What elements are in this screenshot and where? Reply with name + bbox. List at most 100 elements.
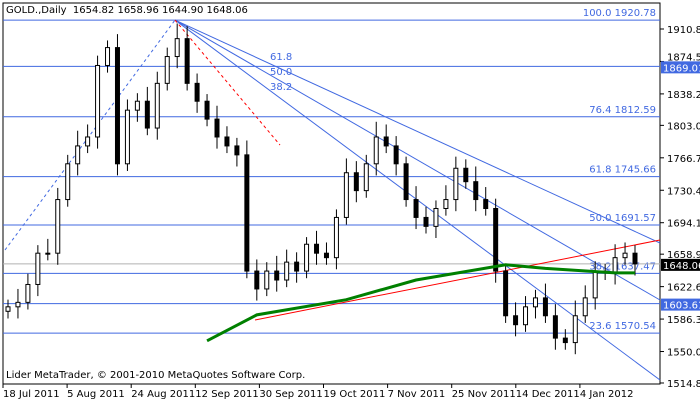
level-price-label: 1869.01: [663, 63, 700, 74]
candle-body: [632, 252, 638, 265]
candle-body: [493, 207, 499, 272]
current-price-badge: [661, 258, 700, 271]
candle-body: [25, 283, 31, 303]
y-tick-label: 1586.30: [667, 315, 700, 326]
candle-body: [254, 270, 260, 290]
candle-body: [542, 297, 548, 317]
candle-body: [15, 301, 21, 308]
chart-title: GOLD.,Daily 1654.82 1658.96 1644.90 1648…: [6, 5, 248, 16]
candle-body: [75, 145, 81, 165]
y-tick-label: 1838.20: [667, 90, 700, 101]
fan-label: 50.0: [270, 67, 292, 78]
x-tick-label: 18 Jul 2011: [3, 389, 60, 400]
x-tick-label: 12 Sep 2011: [195, 389, 258, 400]
fan-line: [174, 19, 661, 244]
candle-body: [343, 172, 349, 218]
candle-body: [423, 216, 429, 227]
candle-body: [144, 100, 150, 129]
x-tick-label: 14 Dec 2011: [516, 389, 580, 400]
fib-level-label: 61.8 1745.66: [589, 165, 656, 176]
candle-body: [234, 145, 240, 156]
candle-body: [552, 315, 558, 339]
y-tick-label: 1550.00: [667, 348, 700, 359]
candle-body: [453, 167, 459, 201]
candle-body: [214, 118, 220, 138]
candle-body: [294, 261, 300, 272]
candle-body: [333, 216, 339, 259]
x-tick-label: 4 Jan 2012: [580, 389, 634, 400]
candle-body: [55, 199, 61, 254]
y-tick-label: 1694.10: [667, 219, 700, 230]
candle-body: [5, 306, 11, 312]
candle-body: [612, 257, 618, 274]
candle-body: [45, 252, 51, 255]
fib-level-label: 76.4 1812.59: [589, 105, 656, 116]
candle-body: [433, 207, 439, 227]
candle-body: [592, 270, 598, 299]
moving-average-line: [206, 263, 635, 343]
level-price-label: 1603.61: [663, 301, 700, 312]
level-price-badge: [661, 61, 700, 74]
candle-body: [134, 100, 140, 111]
candle-body: [164, 56, 170, 84]
red-trend-line: [254, 239, 661, 321]
candle-body: [244, 154, 250, 272]
current-price-label: 1648.06: [663, 261, 700, 272]
level-price-badge: [661, 298, 700, 311]
plot-area: [2, 2, 661, 385]
x-tick-label: 30 Sep 2011: [259, 389, 322, 400]
candle-body: [114, 47, 120, 165]
y-tick-label: 1658.90: [667, 250, 700, 261]
candle-body: [304, 243, 310, 272]
fib-level-label: 100.0 1920.78: [583, 8, 656, 19]
candle-body: [154, 82, 160, 129]
candle-body: [393, 145, 399, 165]
candle-body: [413, 199, 419, 218]
candle-body: [323, 252, 329, 259]
candle-body: [373, 136, 379, 165]
candle-body: [204, 100, 210, 120]
candle-body: [532, 297, 538, 308]
candle-body: [174, 38, 180, 58]
candle-body: [314, 243, 320, 254]
candle-body: [622, 252, 628, 259]
candle-body: [403, 163, 409, 201]
candle-body: [184, 38, 190, 84]
y-tick-label: 1730.40: [667, 186, 700, 197]
candle-body: [105, 47, 111, 66]
candle-body: [443, 199, 449, 209]
y-tick-label: 1803.00: [667, 121, 700, 132]
fib-level-label: 38.2 1637.47: [589, 261, 656, 272]
fan-line: [174, 19, 661, 301]
candle-body: [473, 181, 479, 201]
x-tick-label: 19 Oct 2011: [324, 389, 386, 400]
x-tick-label: 7 Nov 2011: [388, 389, 446, 400]
candle-body: [274, 270, 280, 281]
copyright-label: Lider MetaTrader, © 2001-2010 MetaQuotes…: [6, 370, 306, 381]
candle-body: [65, 163, 71, 201]
y-tick-label: 1910.80: [667, 25, 700, 36]
candle-body: [463, 167, 469, 183]
candle-body: [483, 199, 489, 209]
candle-body: [264, 270, 270, 290]
candle-body: [194, 82, 200, 102]
candle-body: [582, 297, 588, 317]
y-tick-label: 1622.60: [667, 283, 700, 294]
fib-level-label: 23.6 1570.54: [589, 321, 656, 332]
symbol-label: GOLD.,Daily: [6, 5, 67, 16]
candle-body: [124, 109, 130, 165]
candle-body: [284, 261, 290, 281]
x-tick-label: 24 Aug 2011: [131, 389, 195, 400]
y-tick-label: 1514.80: [667, 379, 700, 390]
candle-body: [562, 337, 568, 344]
candle-body: [383, 136, 389, 147]
candle-body: [513, 315, 519, 326]
candle-body: [35, 252, 41, 285]
x-tick-label: 25 Nov 2011: [452, 389, 516, 400]
x-tick-label: 5 Aug 2011: [67, 389, 125, 400]
ohlc-label: 1654.82 1658.96 1644.90 1648.06: [72, 5, 248, 16]
candle-body: [85, 136, 91, 147]
candle-body: [95, 64, 101, 138]
